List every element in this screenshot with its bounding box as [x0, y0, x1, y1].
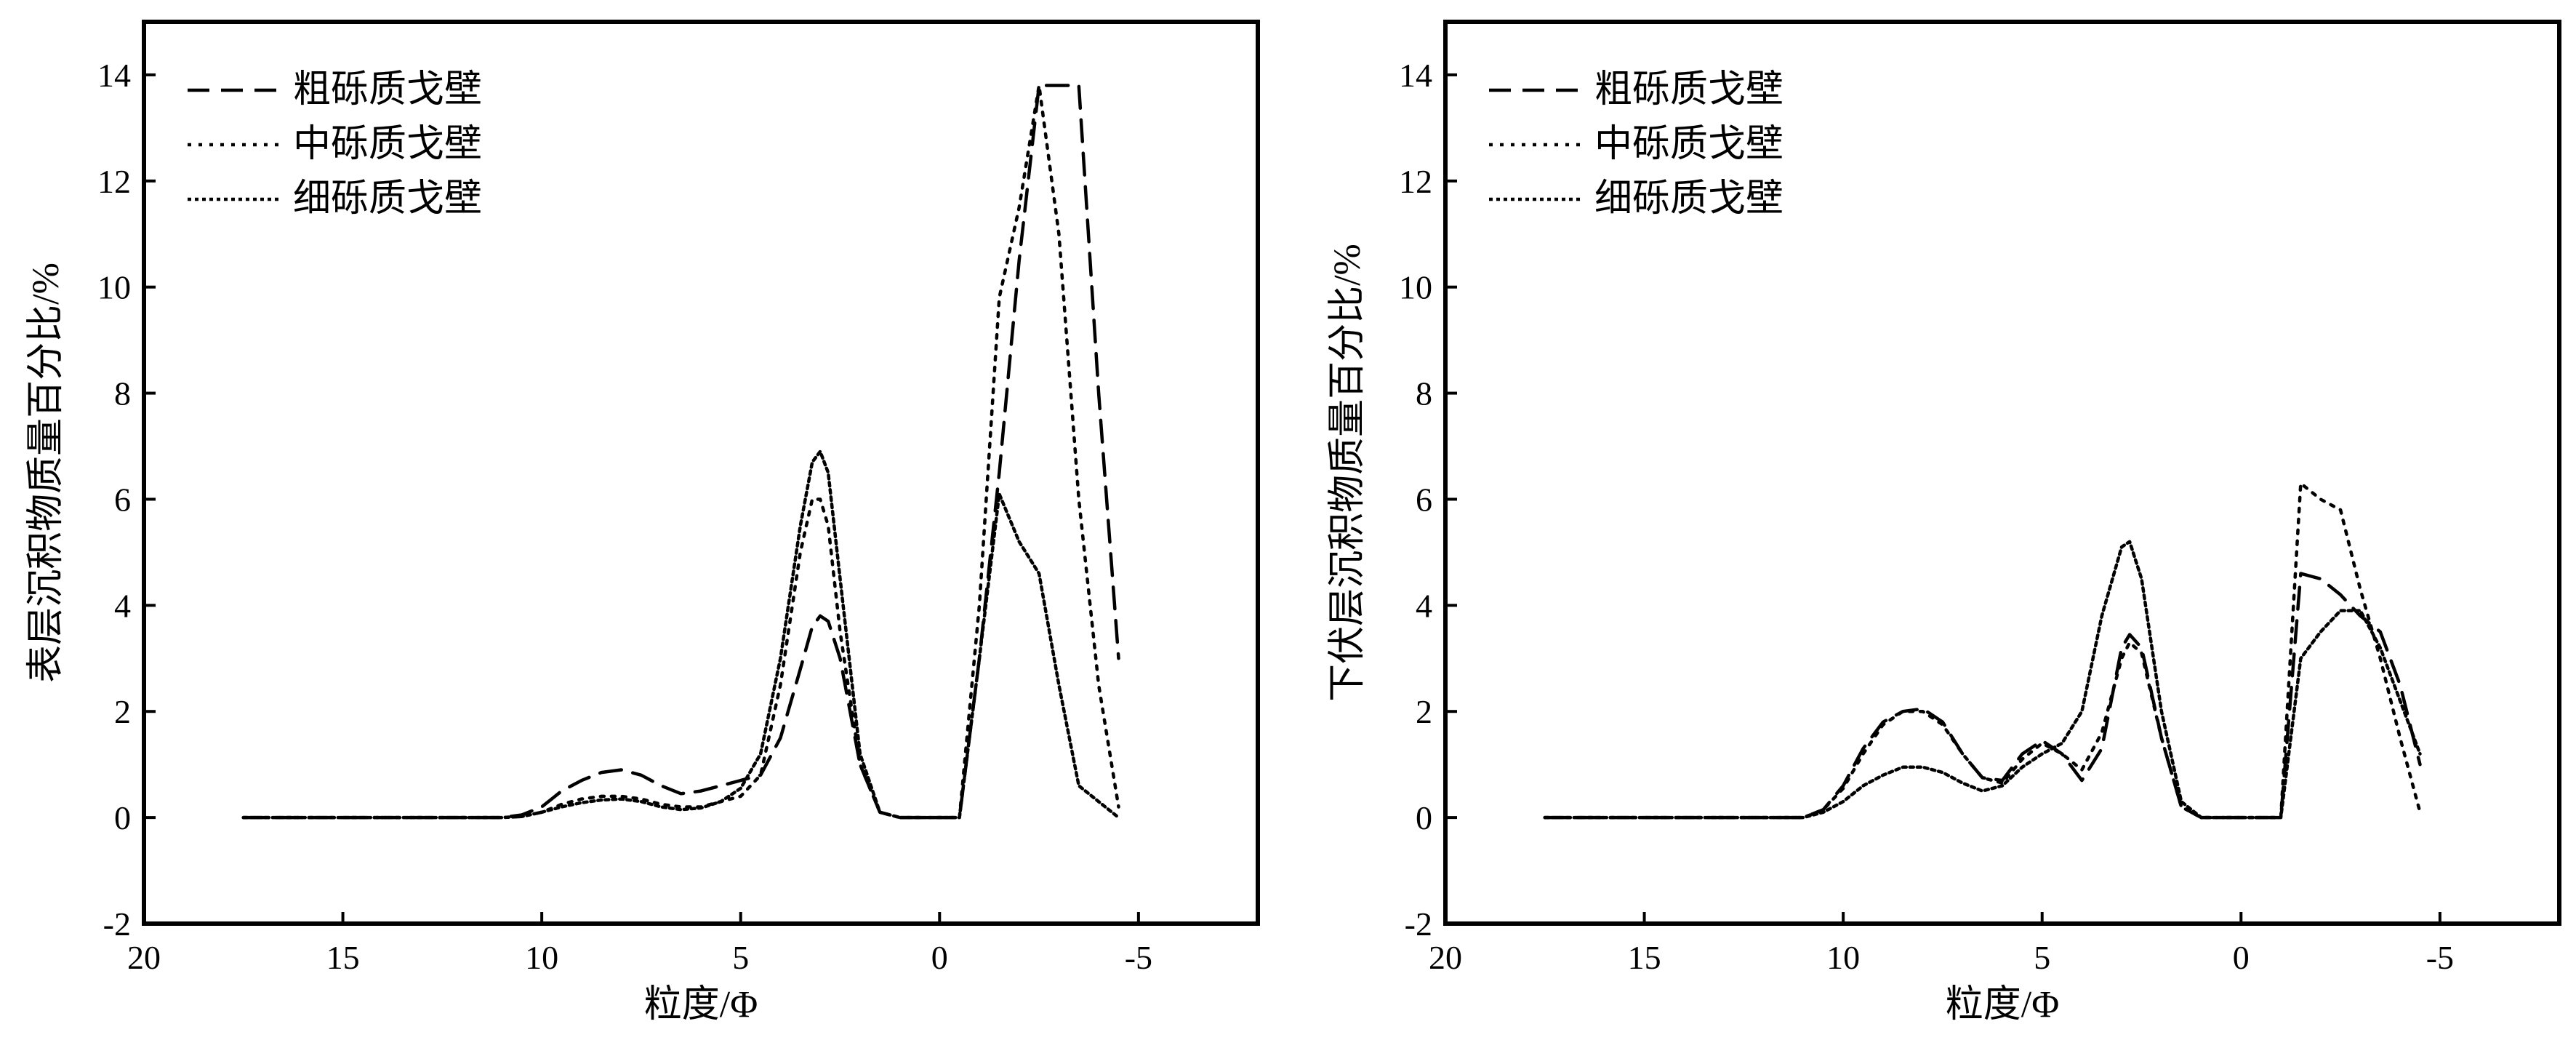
- legend-label-2: 中砾质戈壁: [1594, 124, 1783, 165]
- y-tick-label: 14: [97, 57, 131, 94]
- x-tick-label: 15: [326, 939, 360, 976]
- plot-frame: [142, 20, 1260, 926]
- left-chart-panel: 20 15 10 5 0 -5 -2 0 2 4 6 8 10 12 14 粒度/Φ 表层沉积物质量百分比/% 粗…: [25, 20, 1260, 1025]
- plot-frame: [1443, 20, 2561, 926]
- x-tick-label: 0: [2233, 939, 2250, 976]
- y-tick-label: 14: [1399, 57, 1432, 94]
- y-tick-label: 4: [1416, 587, 1432, 624]
- y-tick-label: -2: [103, 905, 131, 943]
- x-tick-label: 5: [2034, 939, 2050, 976]
- x-tick-label: 10: [1826, 939, 1860, 976]
- x-tick-label: 0: [931, 939, 948, 976]
- x-tick-label: 20: [1429, 939, 1462, 976]
- x-axis-title: 粒度/Φ: [644, 984, 758, 1025]
- x-tick-label: 15: [1628, 939, 1661, 976]
- series-line-3: [1543, 540, 2422, 820]
- legend-label-2: 中砾质戈壁: [293, 124, 482, 165]
- legend-label-3: 细砾质戈壁: [293, 178, 482, 220]
- x-tick-label: 10: [525, 939, 558, 976]
- y-tick-label: 2: [1416, 693, 1432, 730]
- y-tick-label: -2: [1405, 905, 1432, 943]
- x-tick-label: -5: [2426, 939, 2454, 976]
- x-tick-label: 5: [732, 939, 749, 976]
- y-tick-label: 2: [114, 693, 131, 730]
- series-line-2: [241, 84, 1120, 820]
- y-tick-label: 12: [97, 163, 131, 200]
- legend-label-1: 粗砾质戈壁: [1594, 69, 1783, 111]
- series-line-1: [241, 84, 1120, 820]
- legend-label-1: 粗砾质戈壁: [293, 69, 482, 111]
- x-axis-title: 粒度/Φ: [1946, 984, 2059, 1025]
- legend-label-3: 细砾质戈壁: [1594, 178, 1783, 220]
- y-tick-label: 10: [97, 269, 131, 306]
- x-tick-label: -5: [1125, 939, 1152, 976]
- y-tick-label: 6: [114, 481, 131, 518]
- right-chart-panel: 20 15 10 5 0 -5 -2 0 2 4 6 8 10 12 14 粒度/Φ 下伏层沉积物质量百分比/%…: [1327, 20, 2561, 1025]
- y-axis-title: 表层沉积物质量百分比/%: [25, 263, 67, 683]
- y-tick-label: 0: [1416, 799, 1432, 836]
- y-tick-label: 12: [1399, 163, 1432, 200]
- series-line-3: [241, 449, 1120, 820]
- y-tick-label: 0: [114, 799, 131, 836]
- y-tick-label: 6: [1416, 481, 1432, 518]
- y-tick-label: 8: [1416, 375, 1432, 412]
- series-line-1: [1543, 572, 2422, 820]
- y-axis-title: 下伏层沉积物质量百分比/%: [1327, 244, 1368, 702]
- series-line-2: [1543, 481, 2422, 820]
- y-tick-label: 8: [114, 375, 131, 412]
- x-tick-label: 20: [127, 939, 161, 976]
- y-tick-label: 4: [114, 587, 131, 624]
- y-tick-label: 10: [1399, 269, 1432, 306]
